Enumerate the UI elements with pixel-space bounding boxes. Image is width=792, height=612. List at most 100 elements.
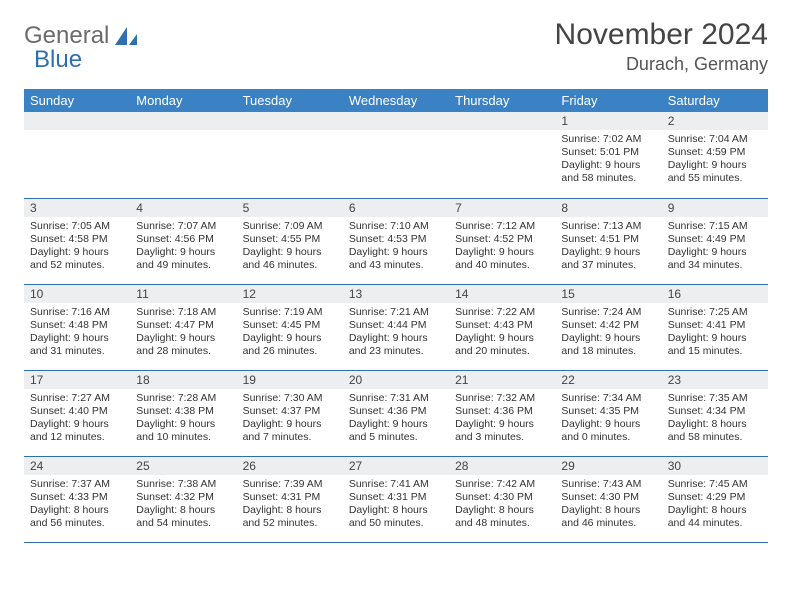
calendar-table: SundayMondayTuesdayWednesdayThursdayFrid…	[24, 89, 768, 543]
weekday-header: Monday	[130, 89, 236, 112]
day-number: 18	[130, 371, 236, 389]
calendar-cell: 28Sunrise: 7:42 AMSunset: 4:30 PMDayligh…	[449, 456, 555, 542]
weekday-header: Friday	[555, 89, 661, 112]
day-number: 20	[343, 371, 449, 389]
day-number: 22	[555, 371, 661, 389]
day-number: 12	[237, 285, 343, 303]
calendar-cell	[449, 112, 555, 198]
day-number	[343, 112, 449, 130]
day-data: Sunrise: 7:19 AMSunset: 4:45 PMDaylight:…	[237, 303, 343, 363]
location: Durach, Germany	[555, 54, 768, 75]
calendar-cell: 15Sunrise: 7:24 AMSunset: 4:42 PMDayligh…	[555, 284, 661, 370]
day-data: Sunrise: 7:41 AMSunset: 4:31 PMDaylight:…	[343, 475, 449, 535]
calendar-cell: 19Sunrise: 7:30 AMSunset: 4:37 PMDayligh…	[237, 370, 343, 456]
weekday-header-row: SundayMondayTuesdayWednesdayThursdayFrid…	[24, 89, 768, 112]
day-data: Sunrise: 7:13 AMSunset: 4:51 PMDaylight:…	[555, 217, 661, 277]
day-data: Sunrise: 7:21 AMSunset: 4:44 PMDaylight:…	[343, 303, 449, 363]
calendar-cell: 17Sunrise: 7:27 AMSunset: 4:40 PMDayligh…	[24, 370, 130, 456]
day-data: Sunrise: 7:18 AMSunset: 4:47 PMDaylight:…	[130, 303, 236, 363]
calendar-cell: 25Sunrise: 7:38 AMSunset: 4:32 PMDayligh…	[130, 456, 236, 542]
day-data: Sunrise: 7:24 AMSunset: 4:42 PMDaylight:…	[555, 303, 661, 363]
day-number: 29	[555, 457, 661, 475]
day-number: 24	[24, 457, 130, 475]
sail-icon	[113, 25, 139, 47]
day-data: Sunrise: 7:43 AMSunset: 4:30 PMDaylight:…	[555, 475, 661, 535]
day-data: Sunrise: 7:15 AMSunset: 4:49 PMDaylight:…	[662, 217, 768, 277]
day-number: 7	[449, 199, 555, 217]
calendar-cell: 27Sunrise: 7:41 AMSunset: 4:31 PMDayligh…	[343, 456, 449, 542]
day-number: 26	[237, 457, 343, 475]
day-number: 5	[237, 199, 343, 217]
calendar-cell: 13Sunrise: 7:21 AMSunset: 4:44 PMDayligh…	[343, 284, 449, 370]
calendar-cell: 7Sunrise: 7:12 AMSunset: 4:52 PMDaylight…	[449, 198, 555, 284]
day-data: Sunrise: 7:16 AMSunset: 4:48 PMDaylight:…	[24, 303, 130, 363]
day-data: Sunrise: 7:10 AMSunset: 4:53 PMDaylight:…	[343, 217, 449, 277]
day-number: 14	[449, 285, 555, 303]
day-data: Sunrise: 7:35 AMSunset: 4:34 PMDaylight:…	[662, 389, 768, 449]
day-data: Sunrise: 7:22 AMSunset: 4:43 PMDaylight:…	[449, 303, 555, 363]
day-data: Sunrise: 7:02 AMSunset: 5:01 PMDaylight:…	[555, 130, 661, 190]
calendar-cell: 11Sunrise: 7:18 AMSunset: 4:47 PMDayligh…	[130, 284, 236, 370]
calendar-cell: 21Sunrise: 7:32 AMSunset: 4:36 PMDayligh…	[449, 370, 555, 456]
day-data: Sunrise: 7:38 AMSunset: 4:32 PMDaylight:…	[130, 475, 236, 535]
calendar-cell: 3Sunrise: 7:05 AMSunset: 4:58 PMDaylight…	[24, 198, 130, 284]
day-number: 11	[130, 285, 236, 303]
day-data: Sunrise: 7:05 AMSunset: 4:58 PMDaylight:…	[24, 217, 130, 277]
day-number: 17	[24, 371, 130, 389]
calendar-cell: 12Sunrise: 7:19 AMSunset: 4:45 PMDayligh…	[237, 284, 343, 370]
day-data: Sunrise: 7:07 AMSunset: 4:56 PMDaylight:…	[130, 217, 236, 277]
weekday-header: Sunday	[24, 89, 130, 112]
day-data	[130, 130, 236, 137]
calendar-cell: 4Sunrise: 7:07 AMSunset: 4:56 PMDaylight…	[130, 198, 236, 284]
calendar-row: 10Sunrise: 7:16 AMSunset: 4:48 PMDayligh…	[24, 284, 768, 370]
calendar-row: 3Sunrise: 7:05 AMSunset: 4:58 PMDaylight…	[24, 198, 768, 284]
day-number: 4	[130, 199, 236, 217]
calendar-cell: 23Sunrise: 7:35 AMSunset: 4:34 PMDayligh…	[662, 370, 768, 456]
day-data: Sunrise: 7:25 AMSunset: 4:41 PMDaylight:…	[662, 303, 768, 363]
day-number	[449, 112, 555, 130]
day-number: 13	[343, 285, 449, 303]
day-data: Sunrise: 7:12 AMSunset: 4:52 PMDaylight:…	[449, 217, 555, 277]
day-number: 16	[662, 285, 768, 303]
day-number: 25	[130, 457, 236, 475]
day-number: 1	[555, 112, 661, 130]
calendar-row: 1Sunrise: 7:02 AMSunset: 5:01 PMDaylight…	[24, 112, 768, 198]
calendar-cell: 22Sunrise: 7:34 AMSunset: 4:35 PMDayligh…	[555, 370, 661, 456]
calendar-cell: 29Sunrise: 7:43 AMSunset: 4:30 PMDayligh…	[555, 456, 661, 542]
calendar-cell	[24, 112, 130, 198]
calendar-cell: 10Sunrise: 7:16 AMSunset: 4:48 PMDayligh…	[24, 284, 130, 370]
day-number: 10	[24, 285, 130, 303]
weekday-header: Thursday	[449, 89, 555, 112]
day-number	[130, 112, 236, 130]
calendar-cell: 6Sunrise: 7:10 AMSunset: 4:53 PMDaylight…	[343, 198, 449, 284]
day-data: Sunrise: 7:34 AMSunset: 4:35 PMDaylight:…	[555, 389, 661, 449]
weekday-header: Saturday	[662, 89, 768, 112]
day-data: Sunrise: 7:31 AMSunset: 4:36 PMDaylight:…	[343, 389, 449, 449]
day-data	[24, 130, 130, 137]
day-data: Sunrise: 7:37 AMSunset: 4:33 PMDaylight:…	[24, 475, 130, 535]
calendar-cell: 20Sunrise: 7:31 AMSunset: 4:36 PMDayligh…	[343, 370, 449, 456]
calendar-cell	[130, 112, 236, 198]
day-data: Sunrise: 7:27 AMSunset: 4:40 PMDaylight:…	[24, 389, 130, 449]
calendar-cell: 24Sunrise: 7:37 AMSunset: 4:33 PMDayligh…	[24, 456, 130, 542]
calendar-cell	[237, 112, 343, 198]
weekday-header: Wednesday	[343, 89, 449, 112]
calendar-cell: 5Sunrise: 7:09 AMSunset: 4:55 PMDaylight…	[237, 198, 343, 284]
day-number: 9	[662, 199, 768, 217]
calendar-body: 1Sunrise: 7:02 AMSunset: 5:01 PMDaylight…	[24, 112, 768, 542]
day-data: Sunrise: 7:30 AMSunset: 4:37 PMDaylight:…	[237, 389, 343, 449]
day-number	[237, 112, 343, 130]
day-number: 28	[449, 457, 555, 475]
day-number: 15	[555, 285, 661, 303]
day-data	[237, 130, 343, 137]
logo-text-2: Blue	[34, 46, 82, 74]
calendar-row: 24Sunrise: 7:37 AMSunset: 4:33 PMDayligh…	[24, 456, 768, 542]
day-number: 23	[662, 371, 768, 389]
weekday-header: Tuesday	[237, 89, 343, 112]
day-data	[343, 130, 449, 137]
calendar-cell: 14Sunrise: 7:22 AMSunset: 4:43 PMDayligh…	[449, 284, 555, 370]
calendar-cell: 2Sunrise: 7:04 AMSunset: 4:59 PMDaylight…	[662, 112, 768, 198]
calendar-cell: 9Sunrise: 7:15 AMSunset: 4:49 PMDaylight…	[662, 198, 768, 284]
day-data: Sunrise: 7:04 AMSunset: 4:59 PMDaylight:…	[662, 130, 768, 190]
day-data: Sunrise: 7:32 AMSunset: 4:36 PMDaylight:…	[449, 389, 555, 449]
